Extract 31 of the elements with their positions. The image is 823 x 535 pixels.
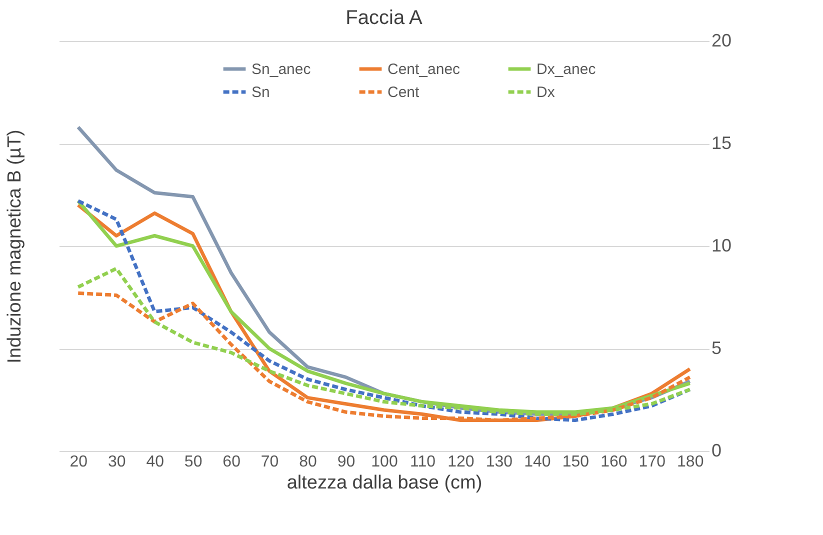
x-tick-label: 160: [600, 454, 628, 470]
x-tick-label: 120: [448, 454, 474, 470]
x-tick-label: 20: [70, 454, 88, 470]
legend-label: Dx: [536, 84, 556, 101]
legend-label: Cent_anec: [388, 61, 461, 78]
x-tick-label: 70: [260, 454, 279, 470]
legend-label: Sn: [252, 84, 270, 101]
y-tick-label: 10: [712, 236, 732, 256]
legend-label: Dx_anec: [536, 61, 596, 78]
x-tick-label: 180: [677, 454, 704, 470]
x-tick-label: 170: [638, 454, 666, 470]
x-tick-label: 60: [222, 454, 241, 470]
x-axis-title: altezza dalla base (cm): [286, 472, 482, 494]
x-tick-label: 30: [108, 454, 126, 470]
legend-label: Sn_anec: [252, 61, 312, 78]
x-tick-label: 110: [410, 454, 436, 470]
y-tick-label: 5: [712, 338, 722, 358]
x-tick-label: 130: [486, 454, 513, 470]
y-tick-label: 15: [712, 133, 732, 153]
x-tick-label: 50: [184, 454, 202, 470]
y-axis-title: Induzione magnetica B (µT): [4, 130, 26, 364]
legend-label: Cent: [388, 84, 420, 101]
x-tick-label: 40: [146, 454, 164, 470]
y-tick-label: 20: [712, 30, 732, 50]
x-tick-label: 80: [299, 454, 318, 470]
x-tick-label: 150: [562, 454, 590, 470]
y-tick-label: 0: [712, 440, 722, 460]
x-tick-label: 100: [371, 454, 398, 470]
chart-title: Faccia A: [346, 7, 424, 29]
x-tick-label: 140: [524, 454, 551, 470]
x-tick-label: 90: [337, 454, 356, 470]
